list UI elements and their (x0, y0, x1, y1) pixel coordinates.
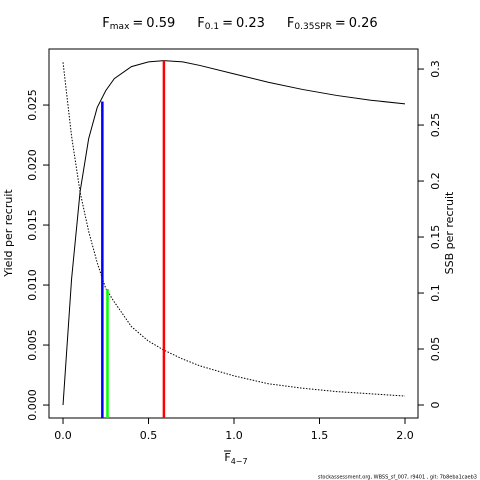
x-tick-label: 1.5 (311, 429, 329, 442)
y-tick-label: 0.020 (26, 149, 39, 181)
y2-tick-label: 0.25 (429, 113, 442, 138)
x-label-subscript: 4−7 (231, 457, 248, 466)
title-value: 0.23 (236, 16, 265, 31)
title-equals: = (132, 16, 143, 31)
x-tick-label: 2.0 (396, 429, 414, 442)
title-equals: = (222, 16, 233, 31)
x-tick-label: 0.0 (54, 429, 72, 442)
title-subscript: 0.35SPR (294, 22, 331, 32)
title-subscript: max (110, 22, 130, 32)
title-value: 0.26 (349, 16, 378, 31)
y-tick-label: 0.005 (26, 329, 39, 361)
y2-tick-label: 0.3 (429, 60, 442, 78)
x-tick-label: 0.5 (140, 429, 158, 442)
y-axis-label: Yield per recruit (2, 189, 15, 278)
chart-title: Fmax = 0.59 F0.1 = 0.23 F0.35SPR = 0.26 (102, 16, 377, 32)
title-symbol: F (102, 16, 109, 31)
title-equals: = (335, 16, 346, 31)
y-tick-label: 0.015 (26, 209, 39, 241)
x-label-symbol: F (224, 451, 230, 464)
series-line (62, 60, 406, 406)
y2-axis-label: SSB per recruit (443, 191, 456, 274)
title-symbol: F (197, 16, 204, 31)
y2-tick-label: 0.2 (429, 172, 442, 190)
y-tick-label: 0.025 (26, 89, 39, 121)
y2-tick-label: 0.15 (429, 225, 442, 250)
title-symbol: F (287, 16, 294, 31)
x-axis-label: F4−7 (224, 451, 247, 466)
y2-tick-label: 0.05 (429, 337, 442, 362)
title-subscript: 0.1 (205, 22, 219, 32)
plot-frame (48, 48, 419, 419)
y-tick-label: 0.010 (26, 269, 39, 301)
series-line (62, 62, 406, 397)
title-value: 0.59 (146, 16, 175, 31)
x-tick-label: 1.0 (225, 429, 243, 442)
footer: stockassessment.org, WBSS_sf_007, r9401 … (318, 475, 477, 480)
y-tick-label: 0.000 (26, 389, 39, 421)
y2-tick-label: 0.1 (429, 284, 442, 302)
y2-tick-label: 0 (429, 402, 442, 409)
